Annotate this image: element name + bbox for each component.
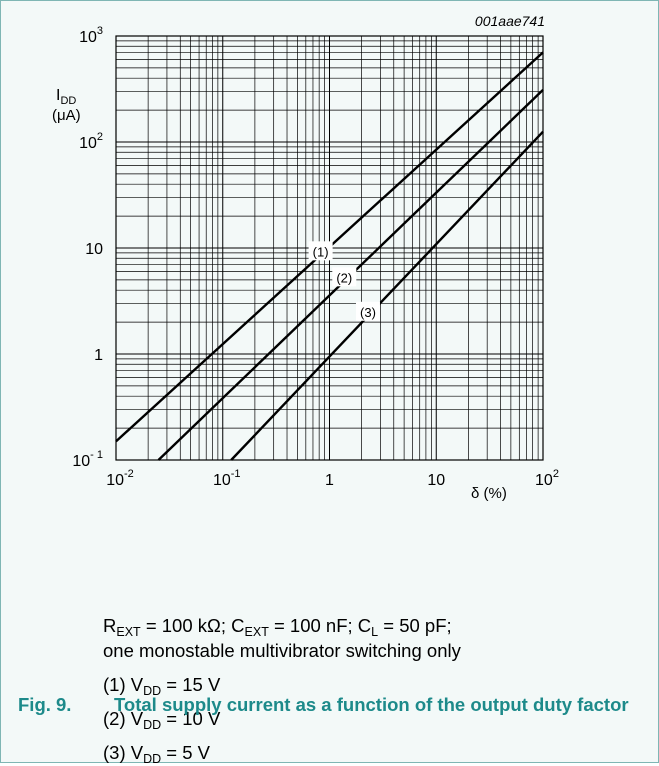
legend-label: (2) V	[103, 708, 144, 729]
y-tick-label: 103	[79, 25, 103, 46]
x-tick-label: 10	[427, 472, 445, 489]
legend-subscript: DD	[143, 752, 162, 766]
x-tick-label: 102	[535, 468, 559, 489]
conditions-line-2: one monostable multivibrator switching o…	[103, 640, 461, 661]
figure-code: 001aae741	[475, 13, 545, 29]
legend-value: = 15 V	[161, 674, 221, 695]
c-l-subscript: L	[371, 625, 379, 639]
c-ext-symbol: C	[231, 615, 245, 636]
log-log-chart: (1)(2)(3) 10-2 10-1 1 10 102 10- 1110102103 …	[52, 13, 559, 502]
series-label-2: (2)	[336, 270, 352, 285]
r-ext-value: = 100 kΩ;	[140, 615, 232, 636]
x-tick-label: 10-1	[213, 468, 241, 489]
y-axis-label: IDD	[56, 87, 76, 107]
series-labels: (1) (2) (3)	[308, 241, 380, 321]
test-conditions: REXT = 100 kΩ; CEXT = 100 nF; CL = 50 pF…	[103, 613, 643, 765]
caption-text: Total supply current as a function of th…	[114, 694, 629, 715]
c-l-value: = 50 pF;	[378, 615, 452, 636]
y-tick-label: 10	[85, 241, 103, 258]
y-axis-subscript: DD	[60, 95, 76, 107]
y-tick-label: 1	[94, 347, 103, 364]
y-tick-label: 102	[79, 131, 103, 152]
series-label-bg	[308, 241, 333, 261]
legend-label: (1) V	[103, 674, 144, 695]
legend-value: = 10 V	[161, 708, 221, 729]
series-label-3: (3)	[360, 305, 376, 320]
c-l-symbol: C	[357, 615, 372, 636]
plot-border	[115, 35, 544, 461]
c-ext-subscript: EXT	[244, 625, 269, 639]
series-label-bg	[355, 301, 380, 321]
legend-item-2: (2) VDD = 10 V	[103, 706, 643, 731]
series-label-bg	[332, 267, 357, 287]
legend-item-1: (1) VDD = 15 V	[103, 672, 643, 697]
r-ext-symbol: R	[103, 615, 117, 636]
legend-item-3: (3) VDD = 5 V	[103, 740, 643, 765]
series-line-3	[230, 130, 544, 461]
legend-label: (3) V	[103, 742, 144, 763]
legend-value: = 5 V	[161, 742, 211, 763]
series-label-1: (1)	[313, 244, 329, 259]
y-axis-symbol: I	[56, 87, 60, 104]
x-tick-label: 1	[325, 472, 334, 489]
r-ext-subscript: EXT	[116, 625, 141, 639]
conditions-line-1: REXT = 100 kΩ; CEXT = 100 nF; CL = 50 pF…	[103, 613, 643, 638]
y-tick-label: 10- 1	[72, 449, 103, 470]
caption-number: Fig. 9.	[18, 694, 72, 715]
c-ext-value: = 100 nF;	[268, 615, 358, 636]
legend-subscript: DD	[143, 684, 162, 698]
legend-subscript: DD	[143, 718, 162, 732]
y-tick-labels: 10- 1 1 10 102 103	[72, 25, 103, 470]
x-axis-label: δ (%)	[471, 485, 507, 502]
x-tick-label: 10-2	[106, 468, 134, 489]
x-tick-labels: 10-2 10-1 1 10 102	[106, 468, 559, 489]
y-axis-unit: (μA)	[52, 107, 81, 124]
